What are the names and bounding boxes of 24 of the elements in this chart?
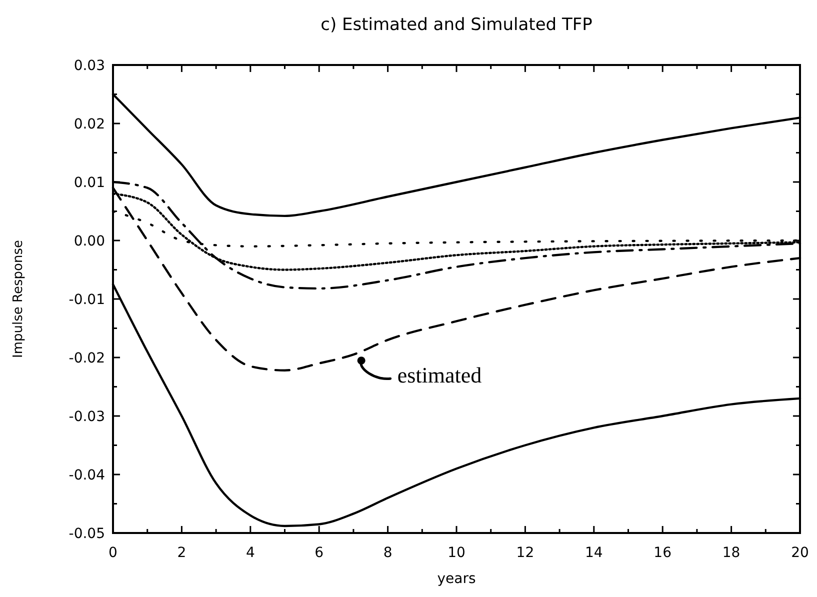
y-tick-label: 0.02 bbox=[74, 116, 105, 132]
y-tick-label: 0.01 bbox=[74, 175, 105, 191]
x-tick-label: 16 bbox=[654, 545, 672, 561]
x-tick-label: 12 bbox=[516, 545, 534, 561]
y-tick-label: -0.01 bbox=[68, 292, 105, 308]
x-tick-label: 18 bbox=[722, 545, 740, 561]
x-tick-label: 14 bbox=[584, 545, 603, 561]
y-tick-label: -0.02 bbox=[68, 350, 105, 366]
x-axis-title: years bbox=[437, 571, 476, 587]
x-tick-label: 10 bbox=[448, 545, 466, 561]
x-tick-label: 4 bbox=[246, 545, 255, 561]
x-tick-label: 8 bbox=[383, 545, 392, 561]
y-tick-label: -0.03 bbox=[68, 409, 105, 425]
x-tick-label: 20 bbox=[791, 545, 809, 561]
x-tick-label: 6 bbox=[314, 545, 324, 561]
annotation: estimated bbox=[397, 362, 482, 388]
y-tick-label: -0.04 bbox=[68, 468, 106, 484]
chart-title: c) Estimated and Simulated TFP bbox=[320, 15, 592, 35]
y-tick-label: 0.03 bbox=[74, 58, 105, 74]
y-tick-label: -0.05 bbox=[68, 526, 105, 542]
y-axis-title: Impulse Response bbox=[11, 240, 26, 358]
x-tick-label: 2 bbox=[177, 545, 186, 561]
y-tick-label: 0.00 bbox=[74, 234, 105, 250]
x-tick-label: 0 bbox=[108, 545, 118, 561]
